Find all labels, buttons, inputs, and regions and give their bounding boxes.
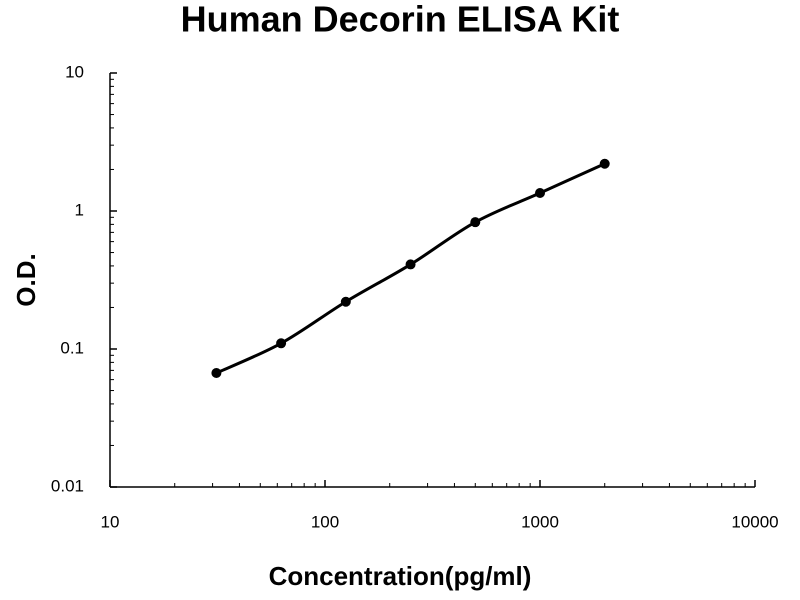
chart-title: Human Decorin ELISA Kit <box>181 0 620 40</box>
y-tick-label: 1 <box>75 200 84 219</box>
y-tick-label: 0.01 <box>51 476 84 495</box>
y-tick-label: 0.1 <box>60 338 84 357</box>
x-tick-label: 1000 <box>521 512 559 531</box>
data-point <box>276 338 287 349</box>
x-tick-label: 10 <box>101 512 120 531</box>
data-point <box>535 188 545 199</box>
data-point <box>405 259 416 270</box>
data-point <box>340 296 351 307</box>
x-axis-label: Concentration(pg/ml) <box>269 561 532 591</box>
y-tick-label: 10 <box>65 62 84 81</box>
x-tick-label: 100 <box>311 512 339 531</box>
x-tick-label: 10000 <box>731 512 778 531</box>
data-point <box>599 158 610 169</box>
data-point <box>470 217 481 228</box>
data-point <box>211 368 222 379</box>
y-axis-label: O.D. <box>11 253 41 306</box>
